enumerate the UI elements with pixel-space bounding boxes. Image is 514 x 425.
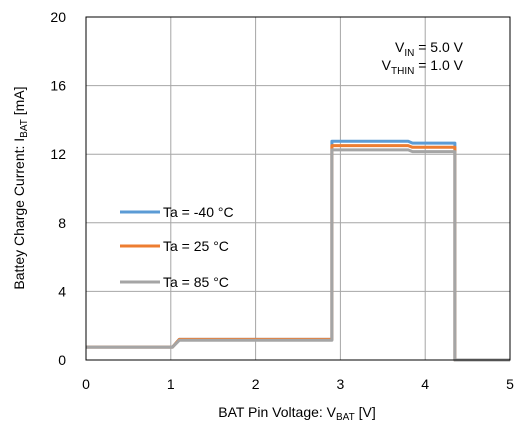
series-line-minus40: [86, 139, 510, 362]
legend-label-minus40: Ta = -40 °C: [163, 204, 234, 220]
plot-frame: [85, 16, 511, 361]
condition-vthin: VTHIN = 1.0 V: [382, 57, 464, 77]
x-tick-label: 0: [82, 376, 90, 392]
y-axis-label: Battey Charge Current: IBAT [mA]: [11, 86, 30, 289]
y-tick-label: 16: [50, 78, 66, 94]
series-lines: [86, 139, 510, 362]
x-tick-label: 1: [167, 376, 175, 392]
condition-vin: VIN = 5.0 V: [395, 39, 464, 59]
x-tick-label: 4: [421, 376, 429, 392]
series-line-85: [86, 148, 510, 362]
y-tick-label: 0: [58, 352, 66, 368]
x-tick-label: 5: [506, 376, 514, 392]
legend: Ta = -40 °C Ta = 25 °C Ta = 85 °C: [120, 204, 234, 290]
y-tick-label: 20: [50, 9, 66, 25]
y-tick-label: 12: [50, 146, 66, 162]
x-axis-label: BAT Pin Voltage: VBAT [V]: [218, 404, 376, 423]
legend-label-85: Ta = 85 °C: [163, 274, 229, 290]
x-tick-label: 2: [252, 376, 260, 392]
x-tick-label: 3: [337, 376, 345, 392]
y-tick-label: 8: [58, 215, 66, 231]
series-line-25: [86, 144, 510, 362]
y-tick-label: 4: [58, 283, 66, 299]
legend-label-25: Ta = 25 °C: [163, 238, 229, 254]
